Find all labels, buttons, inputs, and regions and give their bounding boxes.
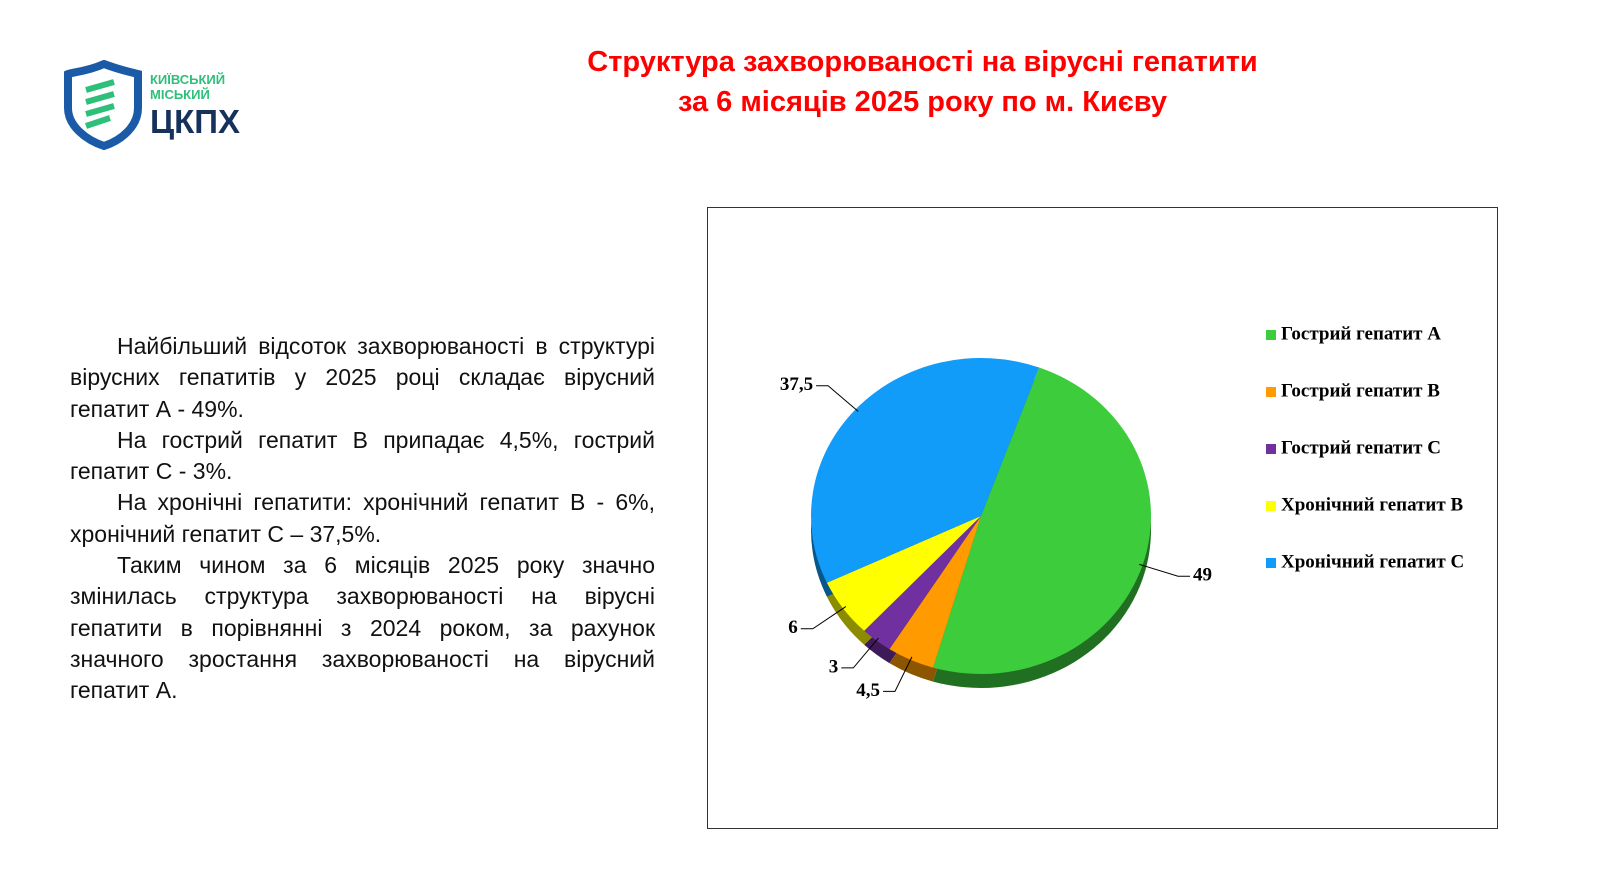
slice bbox=[864, 516, 981, 650]
data-label: 4,5 bbox=[856, 680, 880, 701]
logo-text: КИЇВСЬКИЙ МІСЬКИЙ bbox=[150, 72, 226, 102]
leader-line bbox=[841, 637, 879, 669]
title-line: Структура захворюваності на вірусні гепа… bbox=[587, 46, 1258, 78]
chart-frame bbox=[707, 207, 1498, 829]
chart-title: Структура захворюваності на вірусні гепа… bbox=[460, 42, 1385, 122]
paragraph: Найбільший відсоток захворюваності в стр… bbox=[70, 333, 655, 422]
title-line: за 6 місяців 2025 року по м. Києву bbox=[677, 86, 1168, 118]
legend-label: Гострий гепатит С bbox=[1281, 437, 1441, 458]
paragraph: На хронічні гепатити: хронічний гепатит … bbox=[70, 489, 655, 547]
paragraph: Таким чином за 6 місяців 2025 року значн… bbox=[70, 552, 655, 704]
paragraph: На гострий гепатит В припадає 4,5%, гост… bbox=[70, 426, 655, 485]
legend-swatch bbox=[1266, 387, 1276, 397]
legend-label: Гострий гепатит А bbox=[1281, 323, 1441, 344]
data-label: 37,5 bbox=[780, 374, 813, 395]
data-label: 49 bbox=[1193, 565, 1212, 586]
legend-label: Хронічний гепатит С bbox=[1281, 551, 1464, 572]
legend-swatch bbox=[1266, 501, 1276, 511]
leader-line bbox=[800, 606, 847, 630]
logo-shield bbox=[64, 59, 142, 151]
legend-label: Гострий гепатит В bbox=[1281, 380, 1440, 401]
legend-swatch bbox=[1266, 558, 1276, 568]
legend-label: Хронічний гепатит В bbox=[1281, 494, 1463, 515]
leader-line bbox=[816, 385, 859, 412]
data-label: 3 bbox=[829, 656, 839, 677]
slice bbox=[933, 367, 1151, 674]
leader-line bbox=[1139, 563, 1191, 577]
logo: КИЇВСЬКИЙ МІСЬКИЙ ЦКПХ bbox=[64, 59, 284, 151]
leader-line bbox=[882, 656, 913, 692]
body-text: Найбільший відсоток захворюваності в стр… bbox=[70, 331, 655, 707]
data-label: 6 bbox=[788, 617, 798, 638]
slice bbox=[811, 358, 1040, 583]
legend-swatch bbox=[1266, 444, 1276, 454]
slice bbox=[889, 516, 981, 668]
slice bbox=[826, 516, 981, 631]
logo-name: ЦКПХ bbox=[150, 103, 240, 140]
legend-swatch bbox=[1266, 330, 1276, 340]
